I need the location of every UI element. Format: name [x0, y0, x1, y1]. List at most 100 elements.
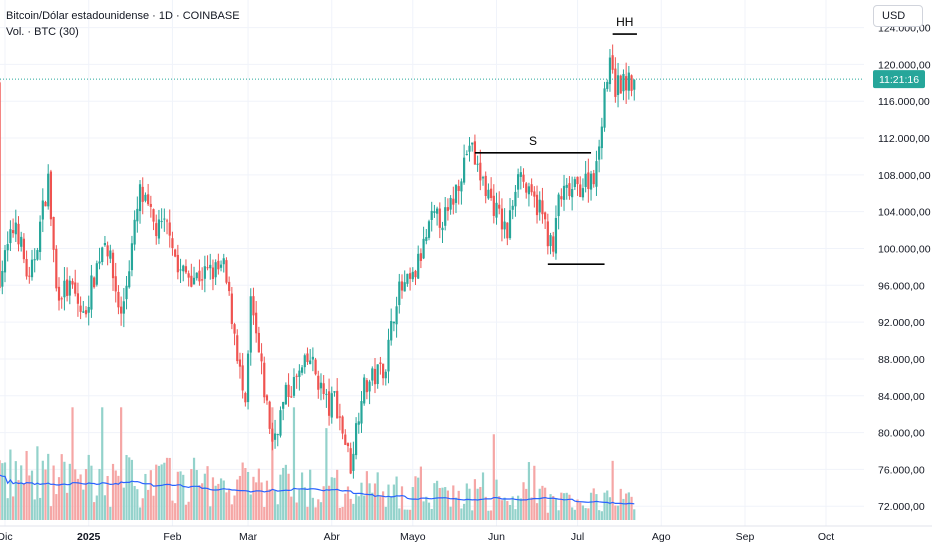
candle-body [303, 355, 306, 368]
volume-bar [187, 501, 190, 520]
candle-body [190, 275, 193, 287]
candle-body [6, 244, 9, 251]
candle-body [422, 238, 425, 259]
volume-bar [544, 487, 547, 520]
candle-body [327, 391, 331, 416]
volume-bar [592, 488, 595, 520]
x-tick-label: Abr [324, 531, 341, 543]
volume-bar [33, 499, 36, 520]
candle-body [125, 285, 128, 300]
candle-body [533, 191, 536, 197]
candle-body [606, 81, 609, 89]
volume-bar [160, 464, 163, 520]
volume-bar [598, 510, 601, 520]
candle-body [222, 258, 225, 265]
candle-body [55, 248, 58, 289]
candle-body [147, 194, 150, 205]
volume-bar [349, 498, 352, 520]
candle-body [511, 205, 514, 210]
volume-indicator-label[interactable]: Vol. · BTC (30) [6, 26, 79, 38]
candle-body [93, 277, 96, 288]
volume-bar [273, 490, 277, 520]
symbol-title[interactable]: Bitcoin/Dólar estadounidense · 1D · COIN… [6, 10, 240, 22]
candle-body [219, 264, 223, 268]
volume-bar [525, 488, 528, 520]
candle-body [195, 272, 198, 279]
volume-bar [514, 509, 517, 520]
volume-bar [511, 496, 514, 520]
candle-body [49, 171, 53, 220]
volume-bar [441, 487, 444, 520]
candle-body [625, 76, 628, 91]
candle-body [120, 306, 123, 314]
candle-body [441, 227, 444, 231]
candle-body [538, 199, 541, 213]
volume-bar [298, 489, 301, 520]
candle-body [403, 282, 406, 292]
candle-body [174, 249, 177, 257]
volume-bar [568, 494, 571, 520]
volume-bar [157, 465, 161, 520]
candle-body [341, 416, 344, 434]
candlesticks [0, 44, 636, 479]
candle-body [400, 281, 404, 291]
x-tick-label: Oct [818, 531, 834, 543]
volume-bar [622, 498, 625, 520]
volume-bar [530, 497, 533, 520]
volume-bar [633, 509, 636, 520]
candle-body [114, 276, 117, 292]
candle-body [217, 260, 220, 270]
y-tick-label: 112.000,00 [878, 133, 930, 145]
candle-body [152, 209, 155, 222]
volume-bar [476, 488, 479, 520]
candle-body [616, 75, 620, 96]
candle-body [541, 200, 544, 215]
candle-body [525, 183, 528, 193]
volume-bar [63, 461, 66, 520]
candle-body [157, 219, 161, 239]
candle-body [465, 154, 468, 156]
candle-body [368, 381, 371, 392]
candle-body [471, 142, 474, 145]
candle-body [573, 179, 576, 188]
volume-bar [109, 506, 112, 520]
candle-body [39, 221, 42, 253]
candle-body [627, 72, 630, 91]
volume-bar [265, 480, 269, 520]
volume-bar [341, 506, 344, 520]
candle-body [530, 184, 533, 193]
volume-bar [87, 454, 90, 520]
volume-bar [581, 505, 585, 520]
currency-button[interactable]: USD [873, 5, 923, 27]
candle-body [41, 200, 44, 220]
volume-bar [506, 501, 509, 520]
volume-bar [395, 476, 398, 520]
candle-body [184, 266, 188, 273]
candle-body [314, 359, 317, 375]
candle-body [155, 223, 158, 237]
volume-bar [255, 482, 258, 520]
candle-body [581, 188, 585, 198]
current-price-tag [873, 70, 925, 89]
candle-body [411, 271, 414, 280]
candle-body [344, 434, 347, 445]
volume-bar [271, 407, 274, 520]
candle-body [427, 221, 431, 238]
volume-bar [411, 487, 414, 520]
volume-bar [68, 463, 71, 520]
x-tick-label: Ago [652, 531, 671, 543]
volume-bar [560, 492, 563, 520]
candle-body [479, 162, 482, 181]
volume-bar [319, 502, 323, 520]
candle-body [225, 260, 228, 283]
volume-bar [365, 471, 368, 520]
volume-bar [300, 472, 304, 520]
volume-bar [198, 485, 201, 520]
volume-bar [517, 495, 520, 520]
volume-bar [552, 496, 555, 520]
candle-body [138, 184, 142, 212]
candle-body [438, 208, 441, 228]
volume-bar [457, 490, 460, 520]
